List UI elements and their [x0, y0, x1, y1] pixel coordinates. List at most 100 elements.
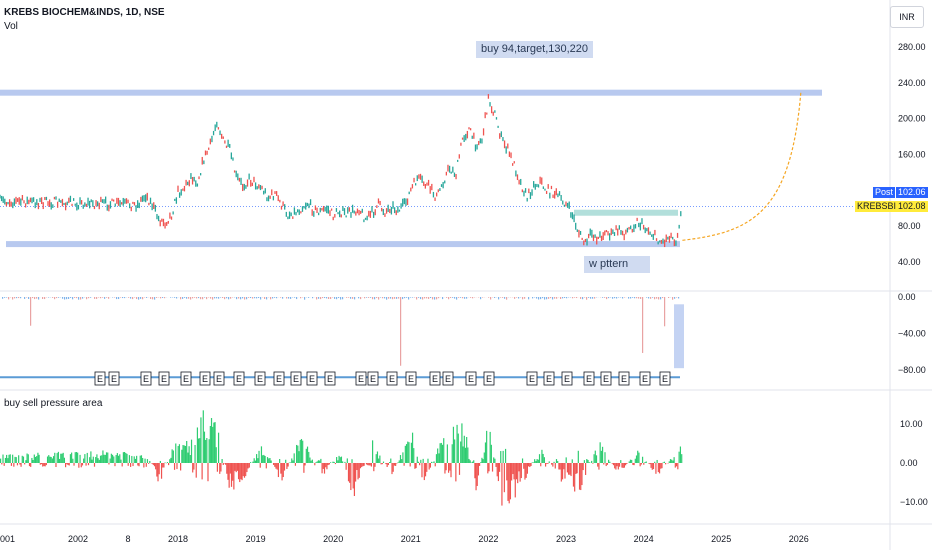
volume-bar [4, 297, 6, 298]
pressure-bar [679, 446, 682, 463]
event-marker-icon[interactable]: E [618, 371, 630, 386]
event-marker-icon[interactable]: E [465, 371, 477, 386]
pressure-bar [220, 463, 222, 472]
time-axis-tick: 2019 [246, 534, 266, 544]
event-marker-icon[interactable]: E [158, 371, 170, 386]
volume-bar [430, 297, 432, 299]
currency-button[interactable]: INR [890, 6, 924, 28]
pressure-bar [558, 463, 560, 470]
pressure-bar [327, 463, 329, 466]
pressure-bar [50, 456, 52, 463]
pressure-bar [600, 450, 602, 463]
event-marker-icon[interactable]: E [273, 371, 285, 386]
event-marker-icon[interactable]: E [429, 371, 441, 386]
pressure-bar [390, 458, 392, 463]
event-marker-icon[interactable]: E [324, 371, 336, 386]
pressure-bar [225, 463, 227, 465]
event-marker-icon[interactable]: E [140, 371, 152, 386]
pressure-bar [13, 463, 15, 467]
pressure-bar [181, 449, 183, 463]
event-marker-text: E [408, 374, 414, 384]
pressure-bar [14, 456, 16, 463]
pressure-bar [658, 463, 661, 474]
pressure-bar [481, 457, 483, 463]
pattern-annotation[interactable]: w pttern [584, 256, 650, 273]
event-marker-icon[interactable]: E [233, 371, 245, 386]
target-annotation[interactable]: buy 94,target,130,220 [476, 41, 594, 58]
volume-bar [500, 297, 502, 298]
volume-bar [182, 297, 184, 299]
event-marker-icon[interactable]: E [254, 371, 266, 386]
volume-bar [400, 297, 402, 366]
pressure-bar [178, 444, 181, 463]
pressure-bar [306, 446, 309, 463]
volume-bar [322, 297, 324, 299]
event-marker-text: E [486, 374, 492, 384]
volume-bar [352, 297, 354, 299]
volume-bar [236, 297, 238, 300]
event-marker-icon[interactable]: E [213, 371, 225, 386]
event-marker-icon[interactable]: E [639, 371, 651, 386]
pressure-bar [234, 463, 236, 471]
pressure-bar [97, 458, 99, 463]
pressure-bar [209, 425, 211, 463]
pressure-bar [374, 463, 376, 467]
event-marker-icon[interactable]: E [306, 371, 318, 386]
event-marker-icon[interactable]: E [659, 371, 671, 386]
pressure-bar [638, 452, 640, 463]
pressure-bar [296, 444, 298, 463]
pressure-bar [555, 459, 558, 463]
pressure-bar [78, 463, 80, 468]
pressure-bar [548, 461, 550, 463]
pressure-bar [546, 463, 548, 464]
volume-bar [502, 297, 504, 298]
pressure-bar [368, 463, 370, 466]
pressure-bar [403, 463, 405, 466]
event-marker-icon[interactable]: E [583, 371, 595, 386]
volume-bar [214, 297, 216, 299]
event-marker-icon[interactable]: E [108, 371, 120, 386]
event-marker-icon[interactable]: E [180, 371, 192, 386]
event-marker-icon[interactable]: E [405, 371, 417, 386]
event-marker-icon[interactable]: E [483, 371, 495, 386]
event-marker-box [583, 371, 595, 386]
pressure-bar [319, 460, 321, 463]
event-marker-icon[interactable]: E [290, 371, 302, 386]
event-marker-icon[interactable]: E [543, 371, 555, 386]
pressure-bar [46, 456, 49, 463]
pressure-bar [24, 463, 26, 465]
volume-bar [260, 297, 262, 300]
volume-bar [16, 297, 18, 299]
volume-bar [624, 297, 626, 298]
pressure-bar [294, 463, 297, 466]
pressure-bar [86, 452, 88, 463]
volume-label: Vol [4, 21, 18, 32]
pressure-bar [471, 461, 474, 463]
volume-bar [672, 297, 674, 300]
pressure-bar [74, 452, 76, 463]
event-marker-icon[interactable]: E [367, 371, 379, 386]
event-marker-icon[interactable]: E [199, 371, 211, 386]
event-marker-icon[interactable]: E [442, 371, 454, 386]
pressure-bar [415, 463, 417, 469]
pressure-bar [146, 459, 149, 463]
volume-bar [348, 297, 350, 298]
pressure-bar [316, 461, 318, 463]
pressure-bar [496, 463, 498, 477]
volume-bar [52, 297, 54, 298]
event-marker-icon[interactable]: E [355, 371, 367, 386]
event-marker-icon[interactable]: E [526, 371, 538, 386]
event-marker-icon[interactable]: E [600, 371, 612, 386]
event-marker-icon[interactable]: E [561, 371, 573, 386]
pressure-bar [576, 463, 578, 474]
event-marker-icon[interactable]: E [94, 371, 106, 386]
volume-bar [296, 297, 298, 300]
volume-bar [216, 297, 218, 299]
event-marker-icon[interactable]: E [386, 371, 398, 386]
pressure-bar [69, 454, 72, 463]
volume-bars [2, 297, 680, 366]
volume-bar [650, 297, 652, 299]
event-marker-text: E [257, 374, 263, 384]
volume-bar [540, 297, 542, 300]
